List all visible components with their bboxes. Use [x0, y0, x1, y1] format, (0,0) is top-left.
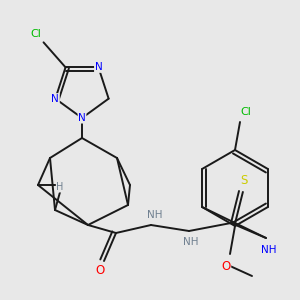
Text: H: H — [56, 182, 64, 192]
Text: Cl: Cl — [30, 29, 41, 39]
Text: O: O — [95, 265, 105, 278]
Text: N: N — [78, 113, 86, 123]
Text: NH: NH — [261, 245, 277, 255]
Text: NH: NH — [183, 237, 199, 247]
Text: O: O — [221, 260, 231, 272]
Text: Cl: Cl — [241, 107, 251, 117]
Text: NH: NH — [147, 210, 163, 220]
Text: S: S — [240, 175, 248, 188]
Text: N: N — [52, 94, 59, 104]
Text: N: N — [94, 62, 102, 72]
